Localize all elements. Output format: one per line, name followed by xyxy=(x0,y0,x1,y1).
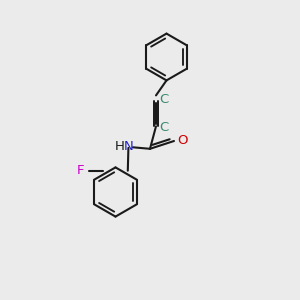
Text: C: C xyxy=(159,121,169,134)
Text: H: H xyxy=(115,140,125,153)
Text: F: F xyxy=(76,164,84,177)
Text: C: C xyxy=(159,93,169,106)
Text: N: N xyxy=(124,140,133,153)
Text: O: O xyxy=(177,134,188,147)
